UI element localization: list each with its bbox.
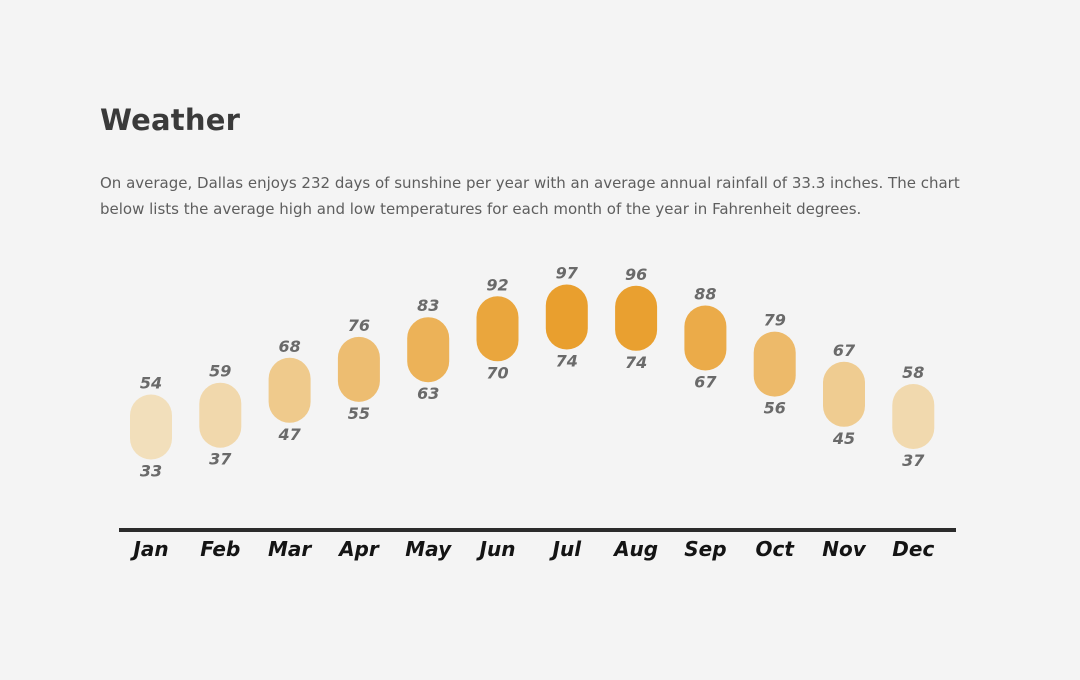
- high-label-mar: 68: [278, 337, 300, 356]
- month-label-aug: Aug: [612, 537, 658, 561]
- high-label-nov: 67: [833, 341, 856, 360]
- month-label-may: May: [405, 537, 452, 561]
- temperature-range-bars: [130, 284, 935, 460]
- temperature-labels: 54 33 59 37 68 47 76 55 83 63 92 70 97 74 96 74 88 67 79 56…: [140, 264, 925, 481]
- range-bar-apr: [337, 336, 380, 402]
- range-bar-mar: [268, 357, 311, 423]
- high-label-may: 83: [417, 296, 439, 315]
- high-label-apr: 76: [348, 316, 370, 335]
- month-label-dec: Dec: [892, 537, 934, 561]
- range-bar-feb: [199, 382, 242, 448]
- low-label-feb: 37: [209, 450, 232, 469]
- month-label-jul: Jul: [549, 537, 583, 561]
- low-label-oct: 56: [764, 399, 786, 418]
- range-bar-dec: [892, 384, 935, 449]
- month-tick-labels: Jan Feb Mar Apr May Jun Jul Aug Sep Oct Nov Dec: [129, 537, 934, 561]
- low-label-dec: 37: [902, 451, 925, 470]
- low-label-mar: 47: [277, 425, 301, 444]
- high-label-jul: 97: [556, 264, 579, 283]
- high-label-aug: 96: [625, 265, 647, 284]
- high-label-dec: 58: [902, 363, 924, 382]
- month-label-jun: Jun: [476, 537, 516, 561]
- range-bar-jan: [130, 394, 172, 460]
- range-bar-jul: [545, 284, 588, 350]
- low-label-aug: 74: [625, 353, 647, 372]
- low-label-jan: 33: [140, 462, 162, 481]
- month-label-oct: Oct: [755, 537, 795, 561]
- range-bar-aug: [615, 285, 658, 351]
- high-label-oct: 79: [764, 311, 786, 330]
- low-label-may: 63: [417, 384, 439, 403]
- high-label-jun: 92: [486, 275, 508, 294]
- high-label-sep: 88: [694, 285, 716, 304]
- intro-paragraph: On average, Dallas enjoys 232 days of su…: [100, 174, 960, 218]
- range-bar-jun: [476, 296, 519, 362]
- range-bar-nov: [823, 361, 865, 427]
- range-bar-sep: [684, 305, 727, 371]
- page-title: Weather: [100, 103, 241, 137]
- low-label-nov: 45: [832, 429, 855, 448]
- month-label-mar: Mar: [268, 537, 312, 561]
- month-label-jan: Jan: [129, 537, 168, 561]
- month-label-feb: Feb: [200, 537, 240, 561]
- high-label-jan: 54: [140, 374, 162, 393]
- month-label-sep: Sep: [684, 537, 726, 561]
- low-label-jun: 70: [486, 363, 508, 382]
- low-label-sep: 67: [694, 373, 717, 392]
- range-bar-may: [407, 317, 450, 383]
- low-label-jul: 74: [556, 352, 578, 371]
- month-label-apr: Apr: [337, 537, 380, 561]
- range-bar-oct: [753, 331, 796, 397]
- high-label-feb: 59: [209, 362, 231, 381]
- low-label-apr: 55: [348, 404, 370, 423]
- month-label-nov: Nov: [822, 537, 866, 561]
